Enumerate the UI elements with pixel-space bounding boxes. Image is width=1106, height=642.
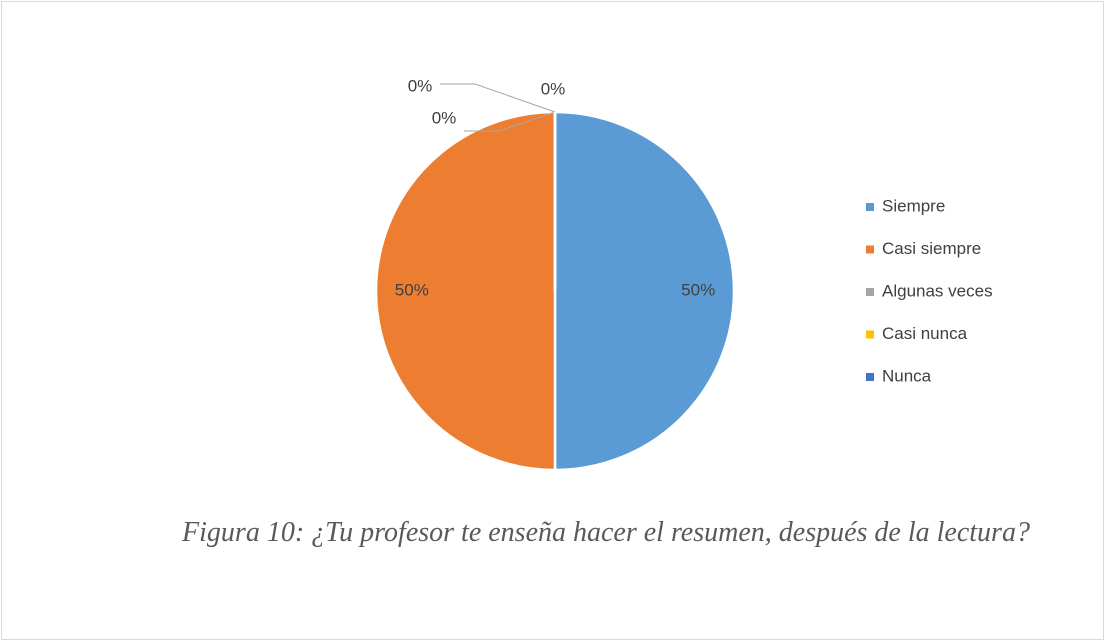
- legend-swatch: [866, 330, 874, 339]
- legend-swatch: [866, 373, 874, 381]
- data-label: 0%: [408, 76, 433, 95]
- pie-slice: [553, 110, 736, 472]
- legend-label: Siempre: [882, 196, 945, 215]
- caption: Figura 10: ¿Tu profesor te enseña hacer …: [182, 517, 1030, 548]
- legend-label: Casi nunca: [882, 324, 968, 343]
- data-label: 0%: [541, 79, 566, 98]
- legend-label: Casi siempre: [882, 239, 981, 258]
- legend-label: Nunca: [882, 366, 932, 385]
- leader-line: [464, 111, 556, 132]
- data-label: 50%: [681, 280, 715, 299]
- leader-line: [440, 83, 556, 113]
- legend-swatch: [866, 288, 874, 296]
- data-label: 50%: [395, 280, 429, 299]
- data-label: 0%: [432, 108, 457, 127]
- legend-label: Algunas veces: [882, 281, 993, 300]
- pie-slice: [374, 110, 557, 472]
- legend-swatch: [866, 245, 874, 254]
- legend-swatch: [866, 203, 874, 211]
